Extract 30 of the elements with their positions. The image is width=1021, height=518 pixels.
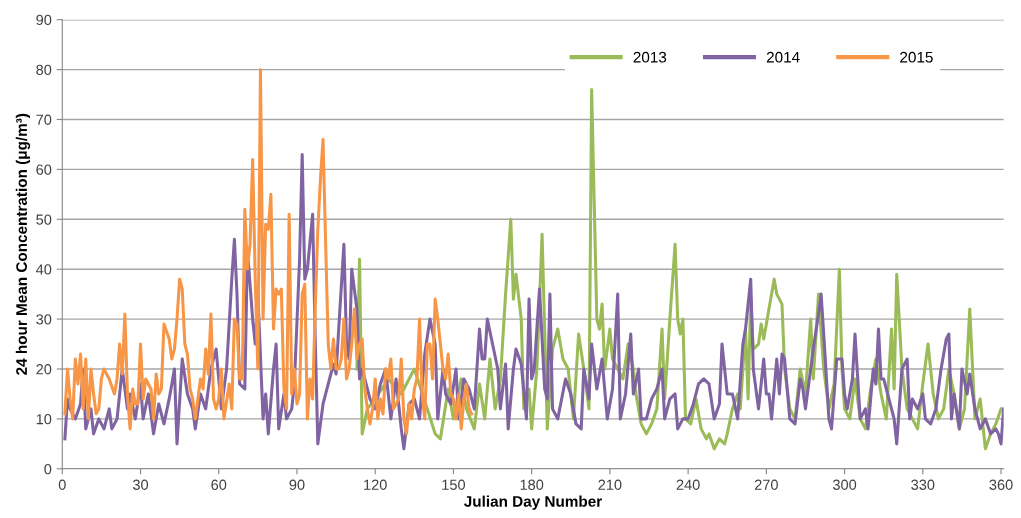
- x-axis-title: Julian Day Number: [464, 495, 602, 510]
- y-tick-label: 0: [44, 463, 52, 475]
- y-tick-label: 10: [36, 413, 52, 425]
- x-tick-label: 180: [520, 479, 544, 490]
- x-tick-label: 90: [289, 479, 305, 490]
- x-tick-label: 240: [676, 479, 700, 490]
- x-tick-label: 270: [754, 479, 778, 490]
- y-tick-label: 20: [36, 364, 52, 375]
- y-tick-label: 50: [36, 214, 52, 225]
- legend-label: 2015: [900, 51, 933, 63]
- y-tick-label: 90: [36, 14, 52, 26]
- line-series: [63, 68, 474, 436]
- legend-label: 2014: [766, 51, 800, 63]
- line-series: [63, 152, 1004, 451]
- x-tick-label: 300: [832, 479, 857, 490]
- y-tick-label: 40: [35, 264, 52, 275]
- x-tick-label: 360: [989, 479, 1013, 490]
- x-tick-label: 30: [132, 479, 149, 490]
- y-axis-title: 24 hour Mean Concentration (μg/m³): [15, 113, 31, 375]
- legend-label: 2013: [633, 51, 667, 63]
- x-tick-label: 210: [598, 479, 622, 490]
- y-tick-label: 80: [36, 64, 52, 76]
- x-tick-label: 120: [364, 479, 387, 490]
- x-tick-label: 0: [58, 479, 66, 490]
- y-tick-label: 60: [36, 164, 52, 175]
- y-tick-label: 30: [36, 314, 52, 325]
- x-tick-label: 60: [211, 479, 227, 490]
- x-tick-label: 150: [442, 479, 466, 490]
- x-tick-label: 330: [911, 479, 935, 490]
- y-tick-label: 70: [36, 114, 52, 125]
